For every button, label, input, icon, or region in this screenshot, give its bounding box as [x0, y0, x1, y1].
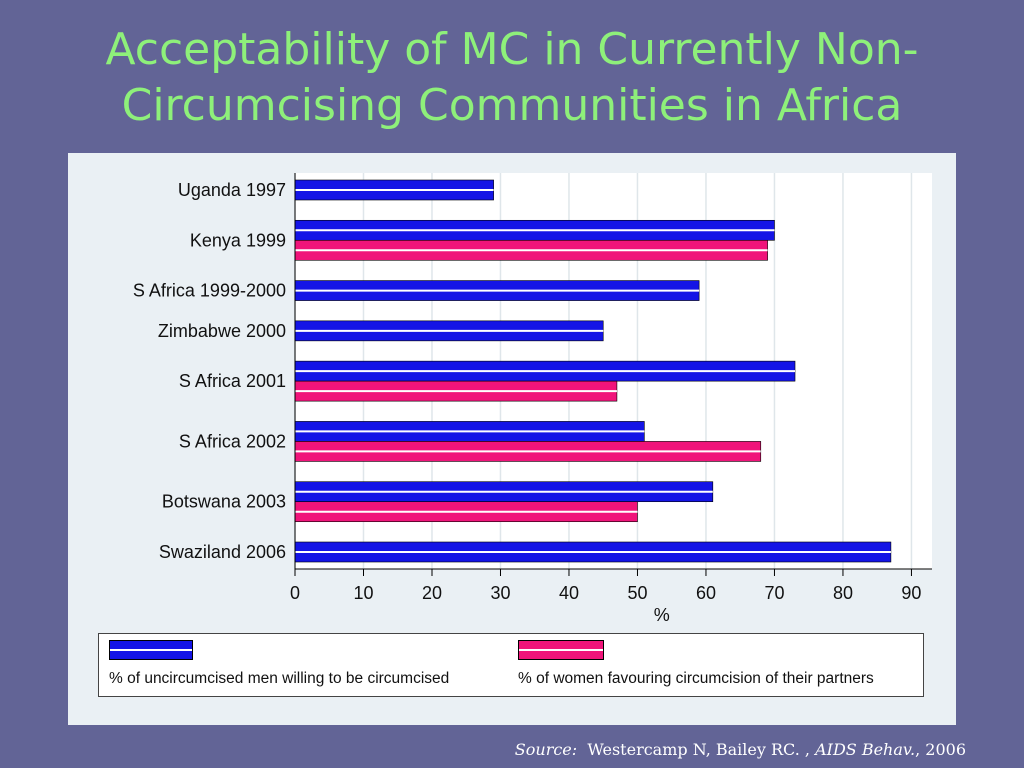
x-tick-label-7: 70: [764, 583, 784, 603]
category-label-5: S Africa 2002: [179, 431, 286, 451]
x-tick-label-5: 50: [627, 583, 647, 603]
category-label-2: S Africa 1999-2000: [133, 281, 286, 301]
category-label-4: S Africa 2001: [179, 371, 286, 391]
x-tick-label-6: 60: [696, 583, 716, 603]
x-tick-label-8: 80: [833, 583, 853, 603]
x-tick-label-2: 20: [422, 583, 442, 603]
x-axis-label: %: [654, 605, 670, 623]
category-label-7: Swaziland 2006: [159, 542, 286, 562]
title-line-1: Acceptability of MC in Currently Non-: [105, 24, 919, 75]
x-tick-label-1: 10: [353, 583, 373, 603]
source-year: , 2006: [915, 740, 966, 759]
source-citation: Source: Westercamp N, Bailey RC. , AIDS …: [515, 740, 966, 759]
chart-legend: % of uncircumcised men willing to be cir…: [98, 633, 924, 697]
legend-label-women: % of women favouring circumcision of the…: [518, 670, 874, 687]
source-label: Source:: [514, 740, 578, 759]
category-label-0: Uganda 1997: [178, 180, 286, 200]
title-line-2: Circumcising Communities in Africa: [121, 80, 903, 131]
category-label-6: Botswana 2003: [162, 492, 286, 512]
category-label-3: Zimbabwe 2000: [158, 321, 286, 341]
category-label-1: Kenya 1999: [190, 230, 286, 250]
source-journal: AIDS Behav.: [815, 740, 916, 759]
x-tick-label-4: 40: [559, 583, 579, 603]
slide-title: Acceptability of MC in Currently Non- Ci…: [0, 22, 1024, 134]
bar-chart: Uganda 1997 Kenya 1999 S Africa 1999-2000 Z…: [133, 173, 932, 623]
source-authors: Westercamp N, Bailey RC. ,: [587, 740, 810, 759]
legend-swatch-men: [109, 640, 193, 660]
legend-swatch-women: [518, 640, 604, 660]
legend-label-men: % of uncircumcised men willing to be cir…: [109, 670, 450, 687]
x-tick-label-0: 0: [290, 583, 300, 603]
x-tick-label-9: 90: [901, 583, 921, 603]
chart-panel: Uganda 1997 Kenya 1999 S Africa 1999-2000 Z…: [68, 153, 956, 725]
x-tick-label-3: 30: [490, 583, 510, 603]
